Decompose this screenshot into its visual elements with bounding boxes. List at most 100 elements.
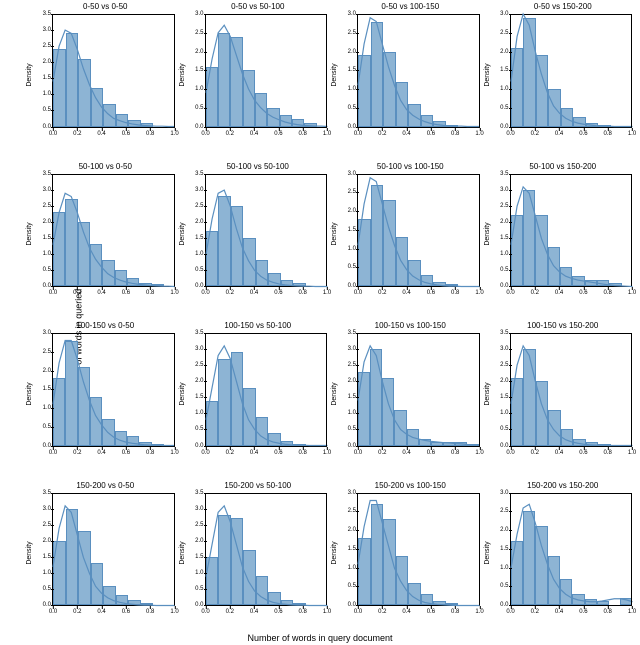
ytick: 2.0 [188, 219, 204, 225]
xtick: 0.4 [97, 131, 105, 137]
ytick: 1.0 [35, 405, 51, 411]
ytick: 3.0 [340, 490, 356, 496]
xtick: 0.8 [299, 450, 307, 456]
xtick: 0.8 [146, 290, 154, 296]
xtick: 0.8 [451, 131, 459, 137]
kde-curve [53, 174, 175, 287]
ytick: 2.0 [35, 59, 51, 65]
xtick: 0.8 [299, 131, 307, 137]
panel-title: 0-50 vs 0-50 [34, 2, 177, 11]
panel-2-1: 100-150 vs 50-100Density0.00.51.01.52.02… [187, 325, 330, 463]
ytick: 0.5 [493, 267, 509, 273]
kde-curve [358, 174, 480, 287]
ytick: 1.5 [188, 235, 204, 241]
ytick: 3.5 [35, 171, 51, 177]
xtick: 0.8 [604, 131, 612, 137]
xtick: 1.0 [170, 450, 178, 456]
ytick: 2.5 [188, 362, 204, 368]
ytick: 3.0 [340, 11, 356, 17]
plot-area: 0.00.51.01.52.02.53.00.00.20.40.60.81.0 [510, 14, 633, 128]
ytick: 3.0 [35, 27, 51, 33]
xtick: 0.4 [402, 609, 410, 615]
panel-title: 0-50 vs 150-200 [492, 2, 635, 11]
ytick: 0.5 [340, 583, 356, 589]
xtick: 1.0 [475, 450, 483, 456]
ytick: 2.0 [493, 219, 509, 225]
panel-ylabel: Density [179, 63, 186, 86]
ytick: 3.5 [493, 330, 509, 336]
plot-area: 0.00.51.01.52.02.53.03.50.00.20.40.60.81… [52, 14, 175, 128]
xtick: 1.0 [170, 131, 178, 137]
ytick: 3.0 [493, 346, 509, 352]
panel-0-1: 0-50 vs 50-100Density0.00.51.01.52.02.53… [187, 6, 330, 144]
plot-area: 0.00.51.01.52.02.53.03.50.00.20.40.60.81… [52, 493, 175, 607]
ytick: 1.5 [340, 394, 356, 400]
panel-title: 50-100 vs 150-200 [492, 162, 635, 171]
xtick: 0.0 [506, 450, 514, 456]
ytick: 3.0 [35, 506, 51, 512]
xtick: 0.4 [97, 609, 105, 615]
ytick: 3.5 [493, 171, 509, 177]
panel-ylabel: Density [484, 382, 491, 405]
xtick: 0.6 [427, 131, 435, 137]
xtick: 0.2 [378, 450, 386, 456]
ytick: 2.0 [188, 378, 204, 384]
ytick: 1.0 [340, 565, 356, 571]
ytick: 1.5 [493, 235, 509, 241]
panel-3-3: 150-200 vs 150-200Density0.00.51.01.52.0… [492, 485, 635, 623]
panel-title: 150-200 vs 100-150 [339, 481, 482, 490]
ytick: 1.0 [35, 91, 51, 97]
xtick: 0.0 [354, 131, 362, 137]
plot-area: 0.00.51.01.52.02.53.03.50.00.20.40.60.81… [510, 174, 633, 288]
xtick: 0.2 [531, 609, 539, 615]
xtick: 1.0 [628, 450, 636, 456]
ytick: 0.0 [188, 602, 204, 608]
xtick: 0.8 [146, 131, 154, 137]
kde-curve [53, 493, 175, 606]
ytick: 1.5 [188, 394, 204, 400]
ytick: 0.0 [493, 602, 509, 608]
ytick: 0.5 [188, 426, 204, 432]
xtick: 0.0 [201, 290, 209, 296]
xtick: 0.0 [506, 609, 514, 615]
panel-0-3: 0-50 vs 150-200Density0.00.51.01.52.02.5… [492, 6, 635, 144]
xtick: 0.2 [531, 131, 539, 137]
xtick: 0.4 [555, 131, 563, 137]
xtick: 0.6 [579, 609, 587, 615]
ytick: 2.0 [493, 378, 509, 384]
xtick: 0.0 [49, 131, 57, 137]
xtick: 1.0 [628, 609, 636, 615]
xtick: 0.6 [579, 131, 587, 137]
ytick: 2.5 [493, 362, 509, 368]
plot-area: 0.00.51.01.52.02.53.03.50.00.20.40.60.81… [357, 333, 480, 447]
ytick: 2.5 [493, 30, 509, 36]
xtick: 0.2 [73, 290, 81, 296]
panel-ylabel: Density [331, 223, 338, 246]
ytick: 1.5 [493, 67, 509, 73]
ytick: 2.0 [340, 208, 356, 214]
ytick: 1.0 [35, 251, 51, 257]
kde-curve [206, 174, 328, 287]
plot-area: 0.00.51.01.52.02.53.00.00.20.40.60.81.0 [357, 493, 480, 607]
panel-ylabel: Density [484, 63, 491, 86]
ytick: 1.5 [493, 546, 509, 552]
ytick: 1.0 [35, 570, 51, 576]
ytick: 1.0 [493, 410, 509, 416]
ytick: 3.0 [493, 11, 509, 17]
ytick: 0.0 [493, 283, 509, 289]
xtick: 0.6 [274, 609, 282, 615]
ytick: 0.5 [340, 264, 356, 270]
xtick: 0.2 [226, 609, 234, 615]
panel-ylabel: Density [331, 542, 338, 565]
xtick: 0.6 [274, 131, 282, 137]
ytick: 2.0 [340, 527, 356, 533]
ytick: 3.0 [188, 187, 204, 193]
ytick: 0.0 [340, 602, 356, 608]
panel-title: 150-200 vs 150-200 [492, 481, 635, 490]
kde-curve [206, 333, 328, 446]
kde-curve [206, 14, 328, 127]
ytick: 0.5 [188, 586, 204, 592]
plot-area: 0.00.51.01.52.02.53.00.00.20.40.60.81.0 [357, 174, 480, 288]
xtick: 0.0 [354, 290, 362, 296]
panel-1-2: 50-100 vs 100-150Density0.00.51.01.52.02… [339, 166, 482, 304]
